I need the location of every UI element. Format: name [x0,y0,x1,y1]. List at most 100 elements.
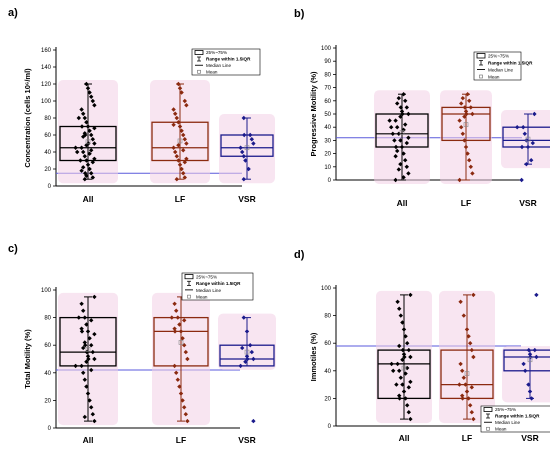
data-point [395,101,400,106]
data-point [75,149,80,155]
y-tick-label: 20 [324,396,331,402]
data-point [82,414,87,420]
data-point [175,315,180,320]
data-point [89,405,94,410]
data-point [534,292,539,298]
data-point [172,329,178,334]
y-tick-label: 20 [324,152,331,158]
data-point [463,382,468,387]
data-point [240,345,245,351]
legend-mean-glyph [187,294,191,299]
data-point [532,111,537,117]
data-point [85,329,91,334]
y-tick-label: 90 [324,59,331,65]
data-point [408,416,413,422]
legend-whisker-glyph [187,280,191,286]
data-point [470,171,475,176]
data-point [242,132,247,138]
mean-marker [463,122,469,127]
data-point [82,177,87,182]
data-point [172,301,177,306]
y-tick-label: 100 [321,286,332,292]
chart-panel-b: b) Progressive Motility (%) 0 10 20 30 40 50 60 7… [294,8,550,208]
data-point [392,138,397,143]
data-point [393,118,398,123]
data-point [457,382,462,387]
legend-mean-label: Mean [206,70,218,75]
data-point [177,384,182,389]
legend-box-label: 25%~75% [495,407,516,412]
data-point [243,359,248,364]
distribution-halo [501,110,550,169]
data-point [184,156,189,161]
legend-range-label: Range within 1.5IQR [206,57,251,62]
chart-panel-c: c) Total Motility (%) 0 20 40 60 80 100 All LF VSR… [8,243,276,445]
data-point [81,370,86,375]
data-point [462,114,467,119]
data-point [84,322,89,327]
data-point [87,336,92,341]
data-point [180,398,185,403]
data-point [397,306,402,311]
legend-range-label: Range within 1.5IQR [488,61,533,66]
data-point [458,361,463,367]
x-category-label: All [399,433,410,443]
data-point [406,111,411,117]
y-axis-label: Concentration (cells 10⁶/ml) [23,68,32,168]
data-point [173,111,178,116]
x-category-label: VSR [521,433,538,443]
data-point [181,148,186,153]
y-tick-label: 10 [324,165,331,171]
data-point [84,359,89,364]
data-point [399,144,405,150]
data-point [87,90,92,95]
data-point [86,141,91,146]
data-point [90,160,95,165]
data-point [92,418,97,424]
data-point [395,125,400,130]
data-point [92,126,97,131]
data-point [182,160,187,165]
data-point [468,164,473,169]
data-point [461,375,466,380]
data-point [171,145,176,150]
legend-frame [480,405,550,433]
data-point [245,356,250,362]
data-point [460,393,465,398]
box-group-lf [440,90,492,184]
data-point [90,412,95,417]
data-point [408,292,413,298]
legend-mean-glyph [197,69,201,74]
data-point [248,343,253,348]
data-point [469,385,474,390]
data-point [390,131,395,136]
data-point [401,352,407,357]
distribution-halo [502,346,550,403]
data-point [400,382,405,387]
data-point [87,128,92,133]
panel-label: c) [8,243,18,255]
legend-whisker-glyph [486,413,490,419]
data-point [466,396,471,401]
box-group-lf [439,290,495,424]
y-tick-label: 0 [328,424,332,430]
data-point [82,315,87,320]
data-point [248,132,253,138]
data-point [169,315,174,320]
data-point [175,377,180,382]
legend-mean-glyph [486,426,490,431]
data-point [184,103,189,108]
mean-marker [178,340,184,345]
box-group-vsr [501,110,550,183]
data-point [174,177,179,182]
legend-range-label: Range within 1.5IQR [196,281,241,286]
legend-median-label: Median Line [206,63,231,68]
x-category-label: VSR [519,198,536,208]
data-point [176,158,181,163]
y-tick-label: 100 [41,99,52,105]
data-point [398,161,403,167]
data-point [79,301,84,306]
y-tick-label: 20 [44,398,51,404]
data-point [89,343,94,348]
